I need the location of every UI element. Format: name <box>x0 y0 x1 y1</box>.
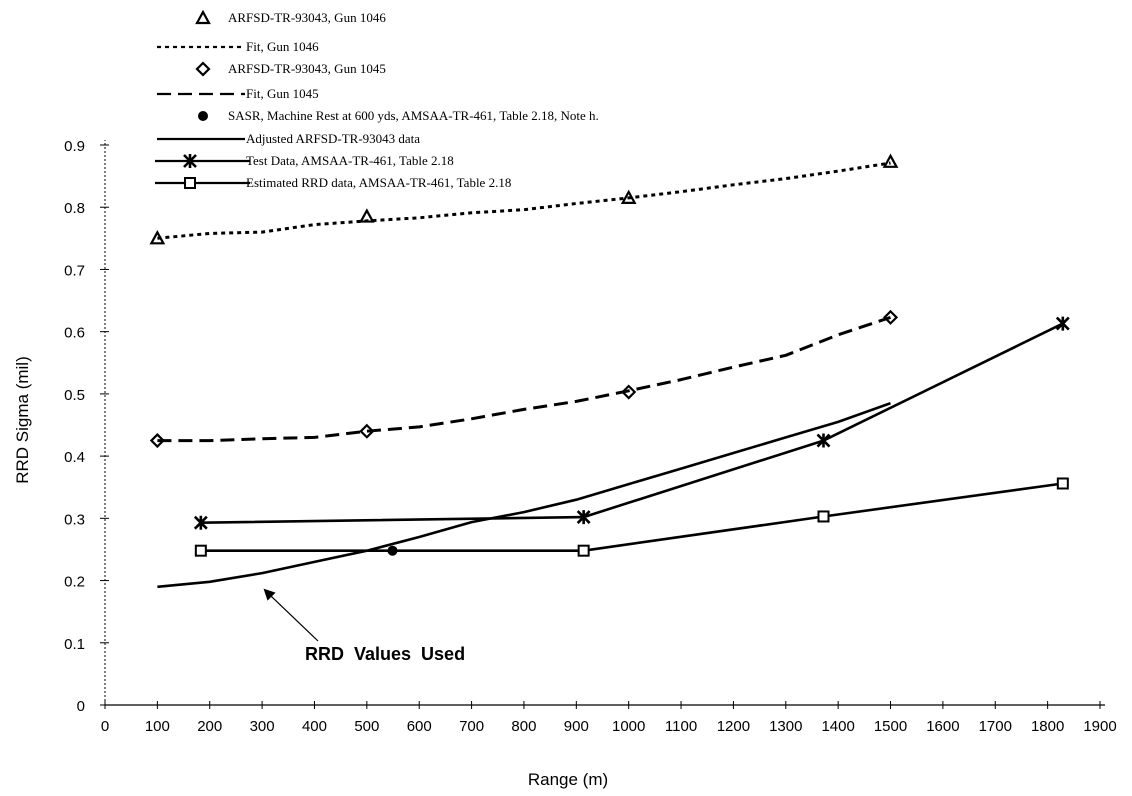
y-tick-label: 0.5 <box>64 387 85 404</box>
y-axis-title: RRD Sigma (mil) <box>13 356 32 484</box>
series-line <box>157 401 891 589</box>
legend-swatch <box>184 177 196 189</box>
data-point <box>817 510 830 523</box>
x-tick-label: 1300 <box>769 718 802 735</box>
y-tick-label: 0.2 <box>64 574 85 591</box>
x-tick-label: 1400 <box>821 718 854 735</box>
x-tick-label: 400 <box>302 718 327 735</box>
annotation-label: RRD Values Used <box>305 644 465 664</box>
legend-label: Adjusted ARFSD-TR-93043 data <box>246 131 420 146</box>
series-line <box>157 161 891 240</box>
data-point <box>577 544 590 557</box>
legend-entry: SASR, Machine Rest at 600 yds, AMSAA-TR-… <box>198 108 599 123</box>
chart-legend: ARFSD-TR-93043, Gun 1046 Fit, Gun 1046 ARF… <box>155 9 599 190</box>
y-tick-label: 0 <box>77 698 85 715</box>
legend-entry: Adjusted ARFSD-TR-93043 data <box>157 131 420 146</box>
legend-swatch <box>198 111 208 121</box>
annotation-arrow-head <box>263 588 276 601</box>
y-tick-label: 0.3 <box>64 511 85 528</box>
legend-label: Fit, Gun 1046 <box>246 39 319 54</box>
legend-entry: ARFSD-TR-93043, Gun 1046 <box>195 9 386 25</box>
y-tick-label: 0.4 <box>64 449 85 466</box>
y-tick-label: 0.8 <box>64 200 85 217</box>
data-point <box>576 510 591 525</box>
series-line <box>200 482 1063 553</box>
x-tick-label: 900 <box>564 718 589 735</box>
x-axis-title: Range (m) <box>528 770 608 789</box>
y-tick-label: 0.9 <box>64 138 85 155</box>
annotation: RRD Values Used <box>263 588 465 664</box>
series-1 <box>157 161 891 240</box>
legend-label: ARFSD-TR-93043, Gun 1046 <box>228 10 386 25</box>
series-layer <box>149 153 1070 589</box>
data-point <box>193 515 208 530</box>
x-tick-label: 100 <box>145 718 170 735</box>
legend-entry: Estimated RRD data, AMSAA-TR-461, Table … <box>155 175 511 190</box>
x-tick-label: 300 <box>250 718 275 735</box>
data-point <box>882 153 899 168</box>
data-point <box>359 423 375 439</box>
annotation-arrow-line <box>268 593 319 642</box>
x-tick-label: 0 <box>101 718 109 735</box>
data-point <box>1055 316 1070 331</box>
series-3 <box>157 315 891 443</box>
x-tick-label: 1100 <box>665 718 697 735</box>
x-tick-label: 800 <box>511 718 536 735</box>
x-tick-label: 1600 <box>926 718 959 735</box>
y-tick-label: 0.7 <box>64 262 85 279</box>
data-point <box>882 309 899 325</box>
legend-label: ARFSD-TR-93043, Gun 1045 <box>228 61 386 76</box>
legend-swatch <box>183 154 197 168</box>
x-tick-label: 1000 <box>612 718 645 735</box>
legend-swatch <box>195 9 211 25</box>
data-point <box>194 544 207 557</box>
data-point <box>1056 477 1069 490</box>
x-tick-label: 1700 <box>979 718 1012 735</box>
x-tick-label: 1500 <box>874 718 907 735</box>
legend-label: Fit, Gun 1045 <box>246 86 319 101</box>
legend-entry: ARFSD-TR-93043, Gun 1045 <box>195 61 386 77</box>
series-6 <box>193 316 1070 530</box>
series-0 <box>149 153 899 245</box>
data-point <box>816 433 831 448</box>
legend-label: SASR, Machine Rest at 600 yds, AMSAA-TR-… <box>228 108 599 123</box>
x-tick-label: 700 <box>459 718 484 735</box>
x-tick-label: 500 <box>354 718 379 735</box>
y-tick-label: 0.6 <box>64 325 85 342</box>
legend-entry: Test Data, AMSAA-TR-461, Table 2.18 <box>155 153 454 168</box>
legend-swatch <box>195 61 211 77</box>
data-point <box>149 432 165 449</box>
series-line <box>157 315 891 443</box>
series-7 <box>194 477 1069 557</box>
x-tick-label: 1800 <box>1031 718 1064 735</box>
legend-label: Estimated RRD data, AMSAA-TR-461, Table … <box>246 175 511 190</box>
legend-entry: Fit, Gun 1045 <box>157 86 319 101</box>
chart-axes: 0 100 200 300 400 500 600 700 800 900 1000 1100 1200… <box>64 138 1117 735</box>
legend-label: Test Data, AMSAA-TR-461, Table 2.18 <box>246 153 454 168</box>
legend-entry: Fit, Gun 1046 <box>157 39 319 54</box>
x-tick-label: 600 <box>407 718 432 735</box>
x-tick-label: 1900 <box>1083 718 1116 735</box>
series-line <box>200 322 1064 524</box>
y-tick-label: 0.1 <box>64 636 85 653</box>
series-5 <box>157 401 891 589</box>
x-tick-label: 200 <box>197 718 222 735</box>
x-tick-label: 1200 <box>717 718 750 735</box>
series-2 <box>149 309 899 449</box>
